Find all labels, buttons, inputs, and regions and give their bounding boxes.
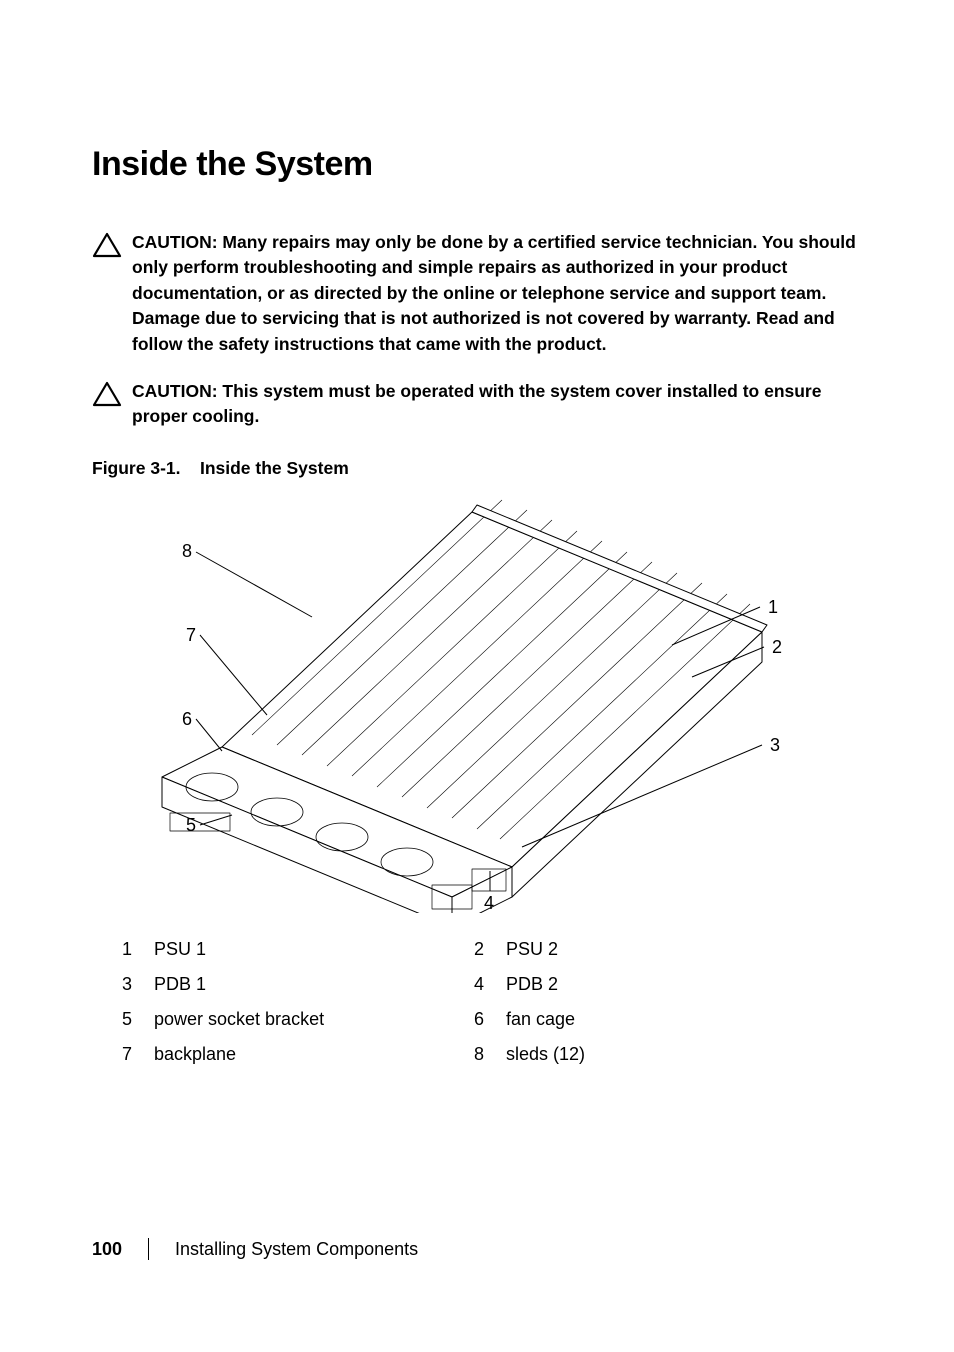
callout-1: 1 <box>768 597 778 618</box>
callout-5: 5 <box>186 815 196 836</box>
callout-2: 2 <box>772 637 782 658</box>
legend-num: 1 <box>122 939 154 960</box>
legend-num: 7 <box>122 1044 154 1065</box>
callout-8: 8 <box>182 541 192 562</box>
legend-num: 4 <box>474 974 506 995</box>
legend-label: PSU 2 <box>506 939 826 960</box>
footer-section-title: Installing System Components <box>175 1239 418 1260</box>
callout-7: 7 <box>186 625 196 646</box>
caution-icon <box>92 381 122 407</box>
legend-row: 3 PDB 1 4 PDB 2 <box>122 974 842 995</box>
legend-label: power socket bracket <box>154 1009 474 1030</box>
legend-num: 2 <box>474 939 506 960</box>
legend-label: sleds (12) <box>506 1044 826 1065</box>
caution-label: CAUTION: <box>132 381 218 401</box>
caution-block-1: CAUTION: Many repairs may only be done b… <box>92 230 862 357</box>
legend-num: 5 <box>122 1009 154 1030</box>
legend-label: PDB 2 <box>506 974 826 995</box>
caution-body: This system must be operated with the sy… <box>132 381 821 426</box>
page-footer: 100 Installing System Components <box>92 1238 418 1260</box>
legend-row: 7 backplane 8 sleds (12) <box>122 1044 842 1065</box>
caution-icon <box>92 232 122 258</box>
system-isometric-diagram <box>92 487 862 913</box>
legend-label: PDB 1 <box>154 974 474 995</box>
caution-body: Many repairs may only be done by a certi… <box>132 232 856 354</box>
figure-caption-title: Inside the System <box>200 458 349 478</box>
callout-6: 6 <box>182 709 192 730</box>
figure-diagram: 8 7 6 5 1 2 3 4 <box>92 487 862 913</box>
caution-label: CAUTION: <box>132 232 218 252</box>
figure-legend: 1 PSU 1 2 PSU 2 3 PDB 1 4 PDB 2 5 power … <box>122 939 842 1065</box>
legend-label: fan cage <box>506 1009 826 1030</box>
legend-label: backplane <box>154 1044 474 1065</box>
figure-caption-prefix: Figure 3-1. <box>92 458 181 478</box>
legend-num: 6 <box>474 1009 506 1030</box>
legend-row: 1 PSU 1 2 PSU 2 <box>122 939 842 960</box>
figure-caption: Figure 3-1. Inside the System <box>92 458 862 479</box>
legend-label: PSU 1 <box>154 939 474 960</box>
caution-block-2: CAUTION: This system must be operated wi… <box>92 379 862 430</box>
page-number: 100 <box>92 1239 122 1260</box>
caution-text-1: CAUTION: Many repairs may only be done b… <box>132 230 862 357</box>
legend-row: 5 power socket bracket 6 fan cage <box>122 1009 842 1030</box>
footer-divider <box>148 1238 149 1260</box>
legend-num: 8 <box>474 1044 506 1065</box>
page-heading: Inside the System <box>92 145 862 184</box>
caution-text-2: CAUTION: This system must be operated wi… <box>132 379 862 430</box>
callout-3: 3 <box>770 735 780 756</box>
legend-num: 3 <box>122 974 154 995</box>
callout-4: 4 <box>484 893 494 914</box>
